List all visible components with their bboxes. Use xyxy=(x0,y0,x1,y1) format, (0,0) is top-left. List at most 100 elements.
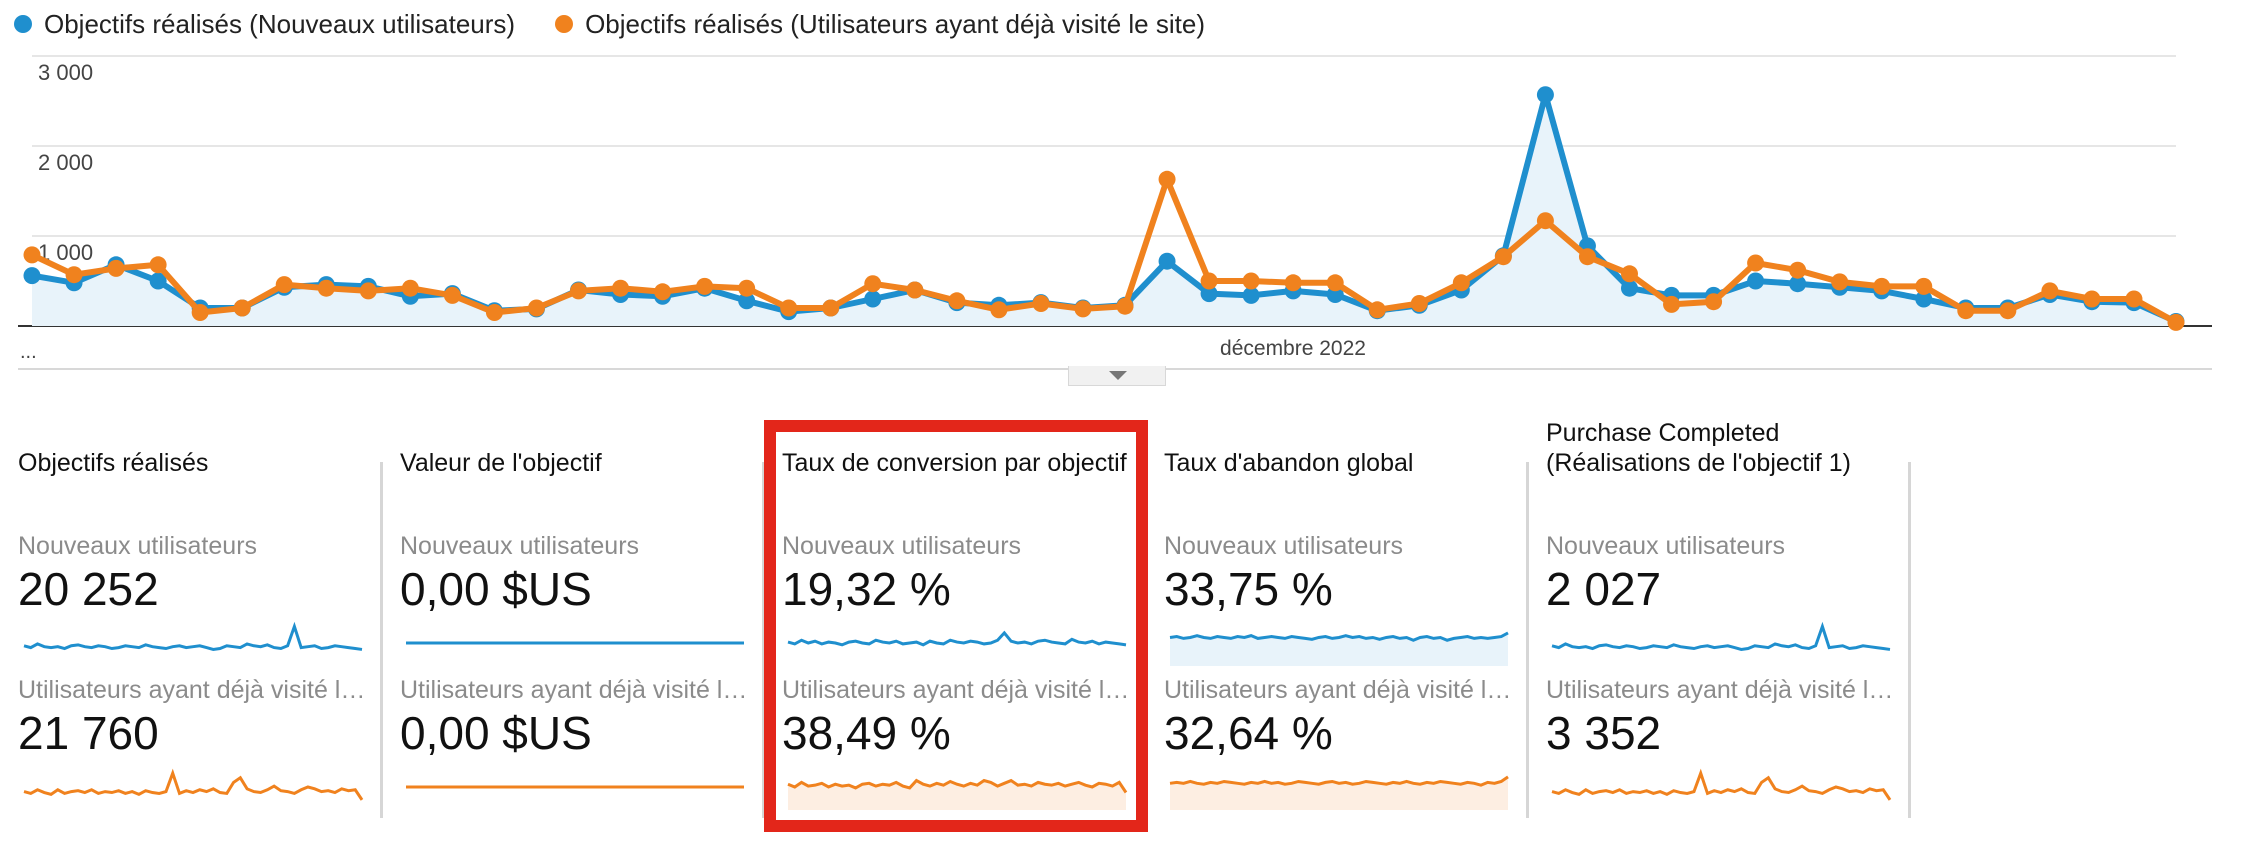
data-point[interactable] xyxy=(107,259,125,277)
data-point[interactable] xyxy=(65,266,83,284)
card-divider xyxy=(380,462,383,818)
data-point[interactable] xyxy=(1536,86,1554,104)
data-point[interactable] xyxy=(1957,302,1975,320)
metric-card[interactable]: Valeur de l'objectif Nouveaux utilisateur… xyxy=(400,420,760,818)
segment-label-returning-users: Utilisateurs ayant déjà visité le site xyxy=(400,676,760,704)
data-point[interactable] xyxy=(1620,279,1638,297)
data-point[interactable] xyxy=(2125,290,2143,308)
data-point[interactable] xyxy=(527,299,545,317)
data-point[interactable] xyxy=(990,301,1008,319)
data-point[interactable] xyxy=(696,277,714,295)
data-point[interactable] xyxy=(23,267,41,285)
data-point[interactable] xyxy=(1873,277,1891,295)
metric-card[interactable]: Taux de conversion par objectif Nouveaux … xyxy=(782,420,1142,818)
y-tick-label: 3 000 xyxy=(38,60,93,85)
data-point[interactable] xyxy=(1494,248,1512,266)
data-point[interactable] xyxy=(1032,295,1050,312)
data-point[interactable] xyxy=(233,299,251,317)
data-point[interactable] xyxy=(2167,313,2185,331)
data-point[interactable] xyxy=(1242,272,1260,290)
segment-label-new-users: Nouveaux utilisateurs xyxy=(1164,532,1404,560)
data-point[interactable] xyxy=(1578,248,1596,266)
sparkline xyxy=(406,641,744,645)
data-point[interactable] xyxy=(654,283,672,301)
data-point[interactable] xyxy=(738,279,756,297)
sparkline-area xyxy=(1170,776,1508,810)
data-point[interactable] xyxy=(1368,301,1386,319)
data-point[interactable] xyxy=(1831,273,1849,291)
data-point[interactable] xyxy=(612,279,630,297)
data-point[interactable] xyxy=(1999,302,2017,320)
metric-value-new-users: 19,32 % xyxy=(782,563,951,615)
data-point[interactable] xyxy=(1452,274,1470,292)
data-point[interactable] xyxy=(1242,286,1260,304)
data-point[interactable] xyxy=(401,279,419,297)
data-point[interactable] xyxy=(1326,274,1344,292)
sparkline xyxy=(1169,631,1509,666)
segment-label-new-users: Nouveaux utilisateurs xyxy=(400,532,640,560)
data-point[interactable] xyxy=(780,299,798,317)
data-point[interactable] xyxy=(738,292,756,310)
metric-card[interactable]: Purchase Completed (Réalisations de l'ob… xyxy=(1546,419,1906,818)
legend-item-returning-users[interactable]: Objectifs réalisés (Utilisateurs ayant d… xyxy=(555,9,1205,40)
sparkline xyxy=(787,778,1128,810)
metric-card-title: Taux d'abandon global xyxy=(1164,449,1414,477)
data-point[interactable] xyxy=(317,279,335,297)
data-point[interactable] xyxy=(443,286,461,304)
data-point[interactable] xyxy=(1200,272,1218,290)
data-point[interactable] xyxy=(275,276,293,294)
sparkline-area xyxy=(1170,632,1508,666)
data-point[interactable] xyxy=(1410,295,1428,312)
metric-card-title: Purchase Completed (Réalisations de l'ob… xyxy=(1546,419,1851,477)
legend-label-new-users: Objectifs réalisés (Nouveaux utilisateur… xyxy=(44,8,516,39)
data-point[interactable] xyxy=(948,292,966,310)
sparkline-line xyxy=(787,778,1128,794)
segment-label-returning-users: Utilisateurs ayant déjà visité le site xyxy=(18,676,378,704)
data-point[interactable] xyxy=(1158,252,1176,270)
data-point[interactable] xyxy=(1789,275,1807,293)
data-point[interactable] xyxy=(359,282,377,300)
data-point[interactable] xyxy=(2041,282,2059,300)
collapse-chart-button[interactable] xyxy=(1068,366,1166,386)
x-tick-label: décembre 2022 xyxy=(1220,337,1366,360)
data-point[interactable] xyxy=(906,281,924,299)
data-point[interactable] xyxy=(822,299,840,317)
data-point[interactable] xyxy=(2083,290,2101,308)
data-point[interactable] xyxy=(1200,285,1218,303)
legend-item-new-users[interactable]: Objectifs réalisés (Nouveaux utilisateur… xyxy=(14,9,515,40)
sparkline-line xyxy=(1169,631,1509,642)
metric-value-returning-users: 21 760 xyxy=(18,707,159,759)
data-point[interactable] xyxy=(570,282,588,300)
data-point[interactable] xyxy=(149,256,167,274)
data-point[interactable] xyxy=(1158,170,1176,188)
metric-card-title: Taux de conversion par objectif xyxy=(782,449,1127,477)
sparkline-line xyxy=(787,630,1127,647)
legend-dot-icon xyxy=(555,15,574,33)
data-point[interactable] xyxy=(1663,295,1681,313)
data-point[interactable] xyxy=(191,304,209,321)
data-point[interactable] xyxy=(23,246,41,264)
data-point[interactable] xyxy=(149,272,167,290)
sparkline-area xyxy=(788,780,1126,810)
metric-card[interactable]: Taux d'abandon global Nouveaux utilisateu… xyxy=(1164,420,1524,818)
data-point[interactable] xyxy=(1789,261,1807,279)
data-point[interactable] xyxy=(1620,265,1638,283)
metric-value-returning-users: 3 352 xyxy=(1546,707,1662,759)
data-point[interactable] xyxy=(1284,274,1302,292)
data-point[interactable] xyxy=(864,290,882,308)
data-point[interactable] xyxy=(864,275,882,293)
data-point[interactable] xyxy=(1747,254,1765,272)
data-point[interactable] xyxy=(1326,286,1344,303)
data-point[interactable] xyxy=(1536,212,1554,230)
legend-label-returning-users: Objectifs réalisés (Utilisateurs ayant d… xyxy=(585,8,1205,39)
data-point[interactable] xyxy=(1116,297,1134,315)
data-point[interactable] xyxy=(485,304,503,321)
metric-card[interactable]: Objectifs réalisés Nouveaux utilisateurs 2… xyxy=(18,420,378,818)
data-point[interactable] xyxy=(1705,293,1723,311)
data-point[interactable] xyxy=(1915,290,1933,308)
data-point[interactable] xyxy=(1747,272,1765,290)
data-point[interactable] xyxy=(1074,300,1092,318)
sparkline xyxy=(1551,621,1891,651)
data-point[interactable] xyxy=(1915,277,1933,295)
